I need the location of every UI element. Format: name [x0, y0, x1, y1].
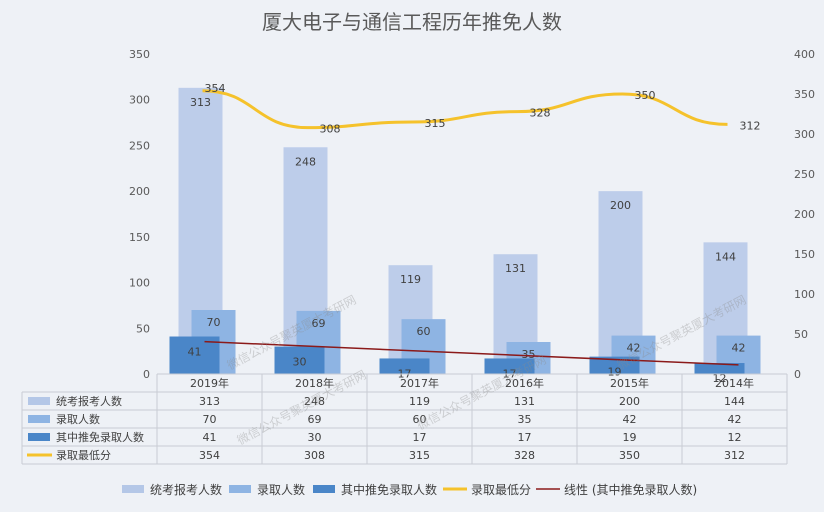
y-left-tick-label: 350 — [129, 48, 150, 61]
y-right-tick-label: 400 — [794, 48, 815, 61]
data-label-admitted: 70 — [207, 316, 221, 329]
data-label-min-score: 328 — [530, 107, 551, 120]
table-cell: 35 — [518, 413, 532, 426]
data-label-applicants: 248 — [295, 155, 316, 168]
x-tick-label: 2014年 — [715, 376, 754, 390]
table-cell: 144 — [724, 395, 745, 408]
data-label-min-score: 308 — [320, 123, 341, 136]
data-label-recommended: 12 — [713, 372, 727, 385]
chart-title: 厦大电子与通信工程历年推免人数 — [262, 10, 562, 34]
y-right-tick-label: 50 — [794, 328, 808, 341]
data-label-applicants: 144 — [715, 250, 736, 263]
table-row-label: 录取最低分 — [56, 449, 111, 462]
data-label-min-score: 312 — [740, 119, 761, 132]
bar-recommended — [694, 363, 745, 374]
bar-recommended — [589, 356, 640, 374]
table-cell: 248 — [304, 395, 325, 408]
table-cell: 30 — [308, 431, 322, 444]
table-cell: 12 — [728, 431, 742, 444]
x-tick-label: 2019年 — [190, 376, 229, 390]
table-cell: 41 — [203, 431, 217, 444]
data-label-applicants: 119 — [400, 273, 421, 286]
table-cell: 19 — [623, 431, 637, 444]
y-right-tick-label: 250 — [794, 168, 815, 181]
legend-label: 其中推免录取人数 — [341, 482, 437, 497]
data-label-recommended: 30 — [293, 356, 307, 369]
table-cell: 69 — [308, 413, 322, 426]
y-left-tick-label: 0 — [143, 368, 150, 381]
y-left-tick-label: 200 — [129, 185, 150, 198]
table-cell: 17 — [413, 431, 427, 444]
data-label-admitted: 35 — [522, 348, 536, 361]
table-legend-key — [28, 433, 50, 441]
bar-recommended — [484, 358, 535, 374]
bar-recommended — [379, 358, 430, 374]
data-label-recommended: 41 — [188, 346, 202, 359]
line-min-score — [202, 89, 728, 130]
data-label-admitted: 42 — [732, 342, 746, 355]
data-label-applicants: 313 — [190, 96, 211, 109]
y-left-tick-label: 250 — [129, 139, 150, 152]
table-row-label: 其中推免录取人数 — [56, 430, 144, 444]
y-left-tick-label: 50 — [136, 322, 150, 335]
table-cell: 315 — [409, 449, 430, 462]
data-label-admitted: 42 — [627, 342, 641, 355]
y-left-tick-label: 300 — [129, 94, 150, 107]
table-cell: 42 — [623, 413, 637, 426]
bar-recommended — [274, 346, 325, 374]
y-left-tick-label: 100 — [129, 277, 150, 290]
y-right-tick-label: 350 — [794, 88, 815, 101]
legend-key — [122, 485, 144, 493]
table-cell: 354 — [199, 449, 220, 462]
table-cell: 60 — [413, 413, 427, 426]
x-tick-label: 2015年 — [610, 376, 649, 390]
table-cell: 200 — [619, 395, 640, 408]
table-cell: 17 — [518, 431, 532, 444]
y-left-tick-label: 150 — [129, 231, 150, 244]
data-label-min-score: 315 — [425, 117, 446, 130]
table-row-label: 录取人数 — [56, 413, 100, 426]
y-right-tick-label: 100 — [794, 288, 815, 301]
y-right-tick-label: 300 — [794, 128, 815, 141]
table-cell: 308 — [304, 449, 325, 462]
legend-key — [313, 485, 335, 493]
x-tick-label: 2017年 — [400, 376, 439, 390]
bar-recommended — [169, 336, 220, 374]
data-label-min-score: 354 — [205, 82, 226, 95]
legend-key — [229, 485, 251, 493]
x-tick-label: 2016年 — [505, 376, 544, 390]
data-label-min-score: 350 — [635, 89, 656, 102]
table-cell: 313 — [199, 395, 220, 408]
data-label-applicants: 200 — [610, 199, 631, 212]
legend-label: 线性 (其中推免录取人数) — [564, 482, 697, 497]
legend-label: 录取最低分 — [471, 483, 531, 497]
data-label-admitted: 69 — [312, 317, 326, 330]
x-tick-label: 2018年 — [295, 376, 334, 390]
legend-label: 统考报考人数 — [150, 482, 222, 497]
data-label-recommended: 19 — [608, 366, 622, 379]
table-legend-key — [28, 397, 50, 405]
trendline — [204, 340, 739, 366]
data-label-admitted: 60 — [417, 325, 431, 338]
table-row-label: 统考报考人数 — [56, 394, 122, 408]
table-cell: 350 — [619, 449, 640, 462]
legend-label: 录取人数 — [257, 482, 305, 497]
y-right-tick-label: 200 — [794, 208, 815, 221]
table-legend-key — [28, 415, 50, 423]
table-cell: 42 — [728, 413, 742, 426]
y-right-tick-label: 0 — [794, 368, 801, 381]
table-cell: 131 — [514, 395, 535, 408]
y-right-tick-label: 150 — [794, 248, 815, 261]
table-cell: 312 — [724, 449, 745, 462]
table-cell: 70 — [203, 413, 217, 426]
table-cell: 119 — [409, 395, 430, 408]
data-label-applicants: 131 — [505, 262, 526, 275]
table-cell: 328 — [514, 449, 535, 462]
